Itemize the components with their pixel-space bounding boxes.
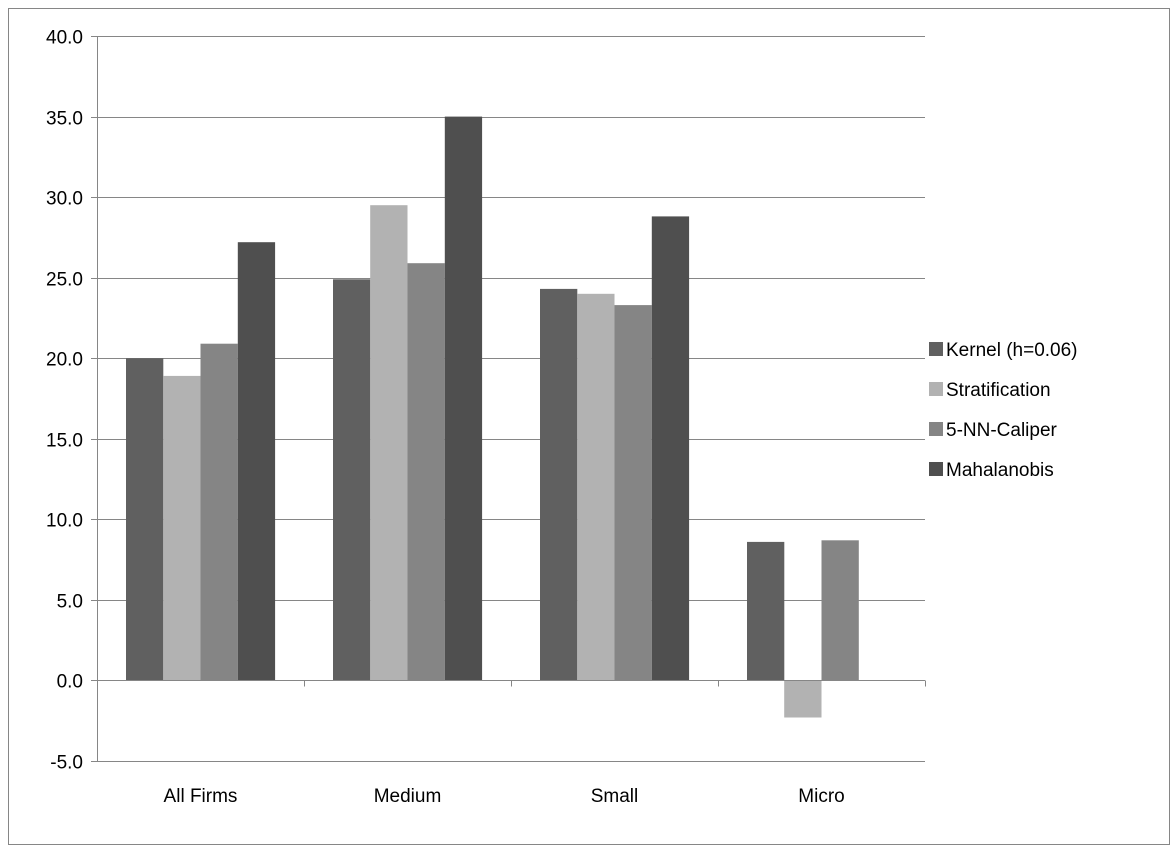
bar-kernel-h-0-06-1 [333,279,371,681]
y-tick-label: 20.0 [46,350,83,371]
bar-kernel-h-0-06-0 [126,358,164,681]
bar-stratification-0 [163,375,201,681]
y-tick-label: 5.0 [57,592,83,613]
legend: Kernel (h=0.06) Stratification 5-NN-Calipe… [929,340,1078,481]
legend-label: Kernel (h=0.06) [946,340,1078,361]
y-tick-label: 35.0 [46,109,83,130]
y-tick-label: 10.0 [46,511,83,532]
bar-stratification-2 [577,293,615,681]
x-category-label: Micro [798,786,844,807]
legend-label: Stratification [946,380,1051,401]
bar-5-nn-caliper-1 [407,263,445,681]
legend-swatch [929,462,943,476]
bar-mahalanobis-1 [444,116,483,681]
bar-5-nn-caliper-2 [614,305,652,681]
bar-kernel-h-0-06-3 [747,541,785,681]
x-category-label: All Firms [164,786,238,807]
x-category-label: Medium [374,786,442,807]
bars [126,116,859,718]
legend-swatch [929,422,943,436]
legend-label: 5-NN-Caliper [946,420,1058,441]
bar-stratification-1 [370,205,408,681]
y-tick-label: -5.0 [50,753,83,774]
bar-stratification-3 [784,680,822,718]
y-tick-label: 30.0 [46,189,83,210]
y-tick-label: 15.0 [46,431,83,452]
legend-label: Mahalanobis [946,460,1054,481]
bar-5-nn-caliper-3 [821,540,859,681]
y-tick-label: 0.0 [57,672,83,693]
x-category-label: Small [591,786,639,807]
bar-5-nn-caliper-0 [200,343,238,681]
legend-swatch [929,382,943,396]
bar-mahalanobis-2 [651,216,690,681]
axes: -5.0 0.0 5.0 10.0 15.0 20.0 25.0 30.0 35.0 40.0 Al… [46,28,926,807]
y-tick-label: 40.0 [46,28,83,49]
bar-mahalanobis-0 [237,242,276,681]
bar-kernel-h-0-06-2 [540,288,578,681]
legend-swatch [929,342,943,356]
y-tick-label: 25.0 [46,270,83,291]
